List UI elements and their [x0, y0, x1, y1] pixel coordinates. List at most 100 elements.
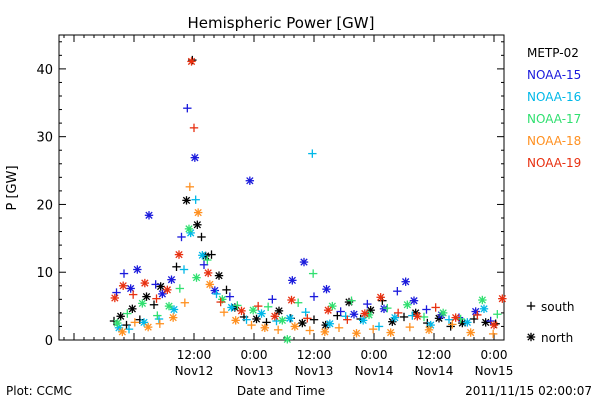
y-tick-label: 30 — [36, 131, 53, 146]
data-point-noaa-16-south — [124, 324, 134, 334]
data-point-noaa-19-north — [287, 295, 296, 305]
data-point-noaa-19-south — [473, 310, 482, 320]
data-point-noaa-17-south — [175, 284, 185, 293]
data-point-noaa-16-south — [408, 311, 417, 320]
data-point-metp-02-south — [197, 232, 206, 242]
data-point-noaa-16-south — [374, 322, 384, 331]
x-tick-time-label: 12:00 — [297, 348, 332, 362]
chart-title: Hemispheric Power [GW] — [188, 14, 375, 32]
data-point-noaa-15-north — [158, 289, 167, 299]
data-point-noaa-15-south — [177, 232, 186, 242]
data-point-noaa-19-south — [303, 314, 312, 323]
data-point-noaa-18-north — [424, 325, 434, 335]
data-point-noaa-16-north — [257, 309, 266, 318]
data-point-noaa-16-south — [191, 195, 200, 204]
data-point-metp-02-north — [214, 271, 224, 280]
data-point-metp-02-north — [193, 220, 202, 229]
data-point-noaa-16-south — [444, 315, 454, 324]
data-point-noaa-17-south — [233, 301, 242, 310]
data-point-noaa-15-south — [422, 305, 431, 314]
data-point-noaa-16-south — [308, 149, 317, 158]
data-point-noaa-19-north — [451, 313, 460, 322]
data-point-metp-02-south — [309, 315, 319, 324]
data-point-noaa-18-south — [247, 320, 256, 330]
data-point-noaa-15-south — [309, 292, 319, 301]
x-tick-date-label: Nov13 — [235, 364, 274, 378]
data-point-noaa-19-north — [237, 306, 246, 316]
x-tick-time-label: 12:00 — [417, 348, 452, 362]
data-point-metp-02-south — [172, 262, 181, 271]
data-point-noaa-15-south — [393, 287, 402, 296]
data-point-noaa-19-north — [174, 250, 184, 259]
x-tick-time-label: 0:00 — [361, 348, 388, 362]
data-point-noaa-16-north — [479, 304, 489, 314]
legend-label-metp-02: METP-02 — [527, 46, 579, 60]
data-point-noaa-15-north — [349, 310, 359, 319]
data-point-metp-02-north — [116, 312, 125, 321]
marker-legend-label: north — [541, 331, 573, 345]
y-axis: 0 10 20 30 40 — [36, 41, 504, 349]
data-point-noaa-18-north — [231, 316, 240, 325]
data-point-noaa-18-north — [466, 328, 475, 337]
plot-area-frame — [58, 34, 505, 341]
data-point-noaa-19-north — [163, 285, 172, 295]
data-point-noaa-19-north — [270, 312, 280, 321]
data-point-noaa-17-north — [164, 301, 174, 311]
data-point-noaa-18-north — [205, 280, 215, 289]
data-point-noaa-18-south — [405, 322, 415, 332]
data-point-noaa-19-north — [498, 294, 507, 303]
data-point-noaa-17-north — [138, 299, 147, 308]
series-legend: METP-02 NOAA-15 NOAA-16 NOAA-17 NOAA-18 NOAA-… — [527, 46, 581, 170]
data-point-noaa-19-north — [187, 57, 196, 66]
data-point-noaa-18-south — [448, 320, 457, 329]
data-point-metp-02-north — [128, 304, 137, 314]
data-point-noaa-19-south — [152, 294, 161, 303]
x-tick-date-label: Nov12 — [175, 364, 214, 378]
marker-legend: south north — [526, 300, 575, 345]
data-point-noaa-19-south — [189, 123, 199, 133]
data-point-noaa-18-north — [320, 327, 330, 337]
data-point-noaa-16-south — [301, 308, 310, 317]
data-point-noaa-18-north — [290, 322, 300, 331]
data-point-metp-02-south — [149, 300, 159, 309]
data-point-noaa-19-south — [128, 290, 138, 299]
data-point-noaa-18-north — [143, 322, 153, 332]
data-point-noaa-16-south — [179, 265, 189, 274]
data-point-noaa-18-south — [219, 308, 229, 317]
legend-label-noaa-18: NOAA-18 — [527, 134, 581, 148]
data-point-noaa-15-north — [133, 265, 142, 274]
x-tick-date-label: Nov14 — [355, 364, 394, 378]
data-point-noaa-16-north — [390, 313, 400, 322]
data-point-noaa-17-south — [203, 255, 212, 265]
data-point-noaa-15-north — [401, 277, 410, 286]
data-point-noaa-15-south — [112, 288, 121, 297]
data-point-noaa-15-north — [144, 211, 154, 220]
data-point-noaa-19-north — [140, 278, 150, 288]
data-point-noaa-18-north — [193, 208, 203, 217]
data-point-metp-02-south — [262, 318, 271, 327]
data-point-metp-02-south — [207, 250, 216, 259]
data-point-noaa-17-north — [283, 335, 292, 344]
data-point-noaa-18-north — [352, 329, 361, 338]
data-point-noaa-17-south — [383, 303, 392, 313]
data-point-noaa-16-north — [285, 314, 295, 323]
legend-label-noaa-17: NOAA-17 — [527, 112, 581, 126]
data-point-noaa-16-north — [463, 318, 472, 327]
data-point-metp-02-south — [446, 322, 455, 331]
data-point-noaa-15-south — [225, 292, 235, 301]
data-point-noaa-15-south — [336, 307, 345, 316]
plot-credit: Plot: CCMC — [6, 384, 72, 398]
marker-legend-label: south — [541, 300, 575, 314]
data-point-metp-02-north — [388, 317, 397, 326]
data-point-noaa-19-north — [360, 309, 370, 318]
data-point-noaa-17-south — [263, 302, 273, 311]
data-point-noaa-15-south — [119, 269, 129, 278]
data-point-noaa-18-north — [168, 313, 178, 322]
data-point-noaa-19-north — [110, 293, 120, 303]
data-point-noaa-15-south — [268, 295, 277, 304]
x-tick-time-label: 0:00 — [481, 348, 508, 362]
data-point-noaa-16-north — [198, 251, 207, 260]
data-point-noaa-16-north — [169, 305, 179, 314]
data-point-noaa-18-north — [118, 327, 127, 337]
